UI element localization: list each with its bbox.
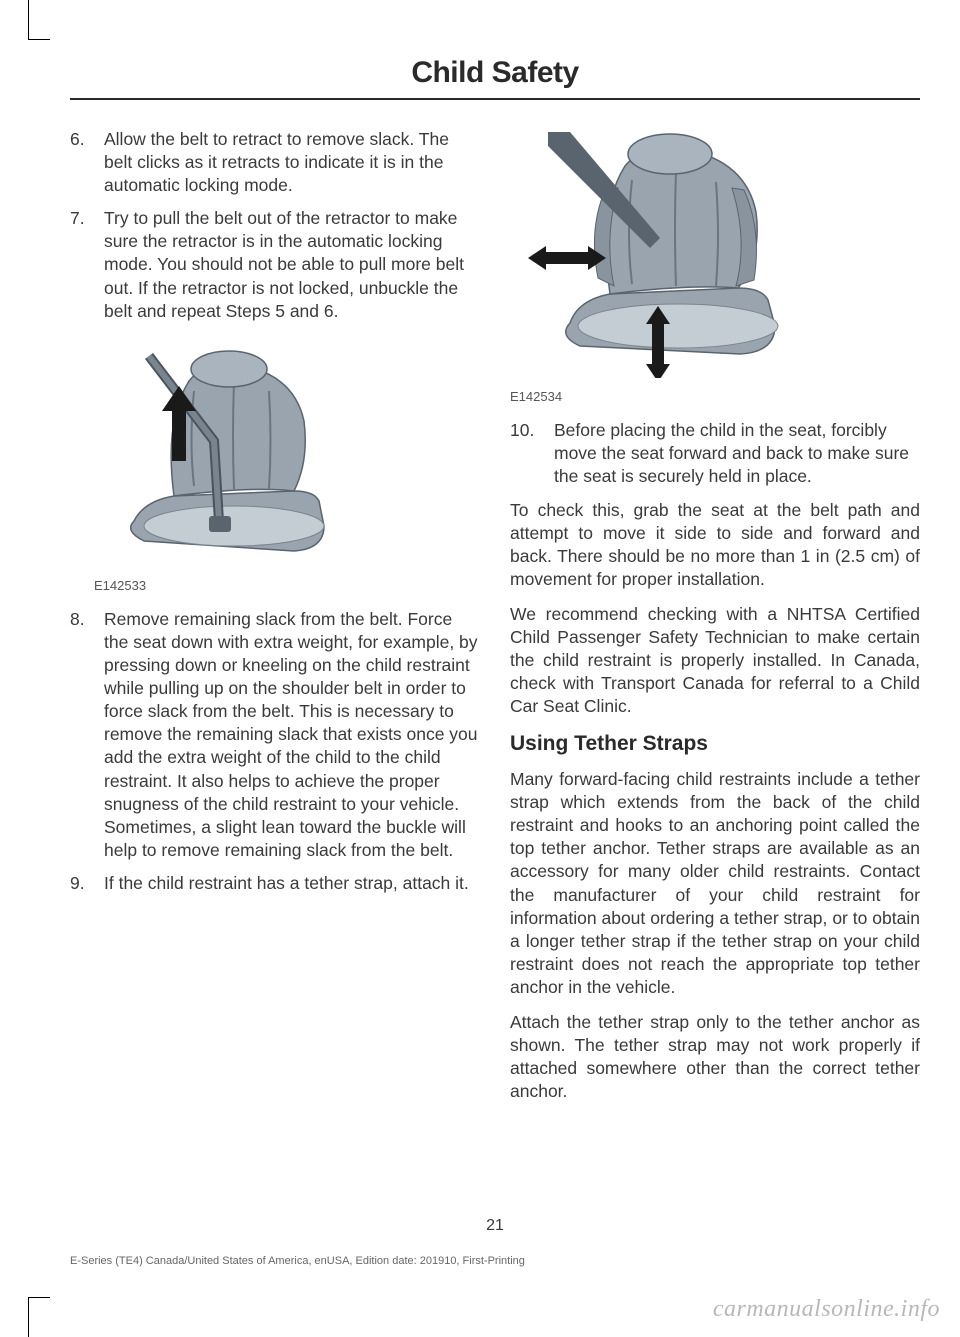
list-number: 10. [510,419,554,488]
figure-seat-belt-up [94,341,480,571]
crop-mark-top-left [28,0,50,40]
paragraph: We recommend checking with a NHTSA Certi… [510,603,920,718]
subheading: Using Tether Straps [510,730,920,758]
page-title: Child Safety [70,56,920,90]
paragraph: Attach the tether strap only to the teth… [510,1011,920,1103]
paragraph: To check this, grab the seat at the belt… [510,499,920,591]
list-text: Before placing the child in the seat, fo… [554,419,920,488]
figure-seat-push [510,128,920,384]
footer-text: E-Series (TE4) Canada/United States of A… [70,1255,525,1267]
watermark: carmanualsonline.info [713,1296,940,1323]
list-item: 8. Remove remaining slack from the belt.… [70,608,480,862]
paragraph: Many forward-facing child restraints inc… [510,768,920,999]
list-text: Try to pull the belt out of the retracto… [104,207,480,322]
list-number: 6. [70,128,104,197]
list-text: Remove remaining slack from the belt. Fo… [104,608,480,862]
list-number: 7. [70,207,104,322]
list-item: 7. Try to pull the belt out of the retra… [70,207,480,322]
figure-label: E142533 [94,577,480,594]
page-header: Child Safety [70,56,920,100]
list-item: 9. If the child restraint has a tether s… [70,872,480,895]
list-text: If the child restraint has a tether stra… [104,872,480,895]
list-item: 10. Before placing the child in the seat… [510,419,920,488]
crop-mark-bottom-left [28,1297,50,1337]
right-column: E142534 10. Before placing the child in … [510,128,920,1115]
list-text: Allow the belt to retract to remove slac… [104,128,480,197]
left-column: 6. Allow the belt to retract to remove s… [70,128,480,1115]
list-item: 6. Allow the belt to retract to remove s… [70,128,480,197]
page-number: 21 [70,1217,920,1235]
figure-label: E142534 [510,388,920,405]
two-column-layout: 6. Allow the belt to retract to remove s… [70,128,920,1115]
list-number: 9. [70,872,104,895]
list-number: 8. [70,608,104,862]
page-content: Child Safety 6. Allow the belt to retrac… [70,56,920,1281]
